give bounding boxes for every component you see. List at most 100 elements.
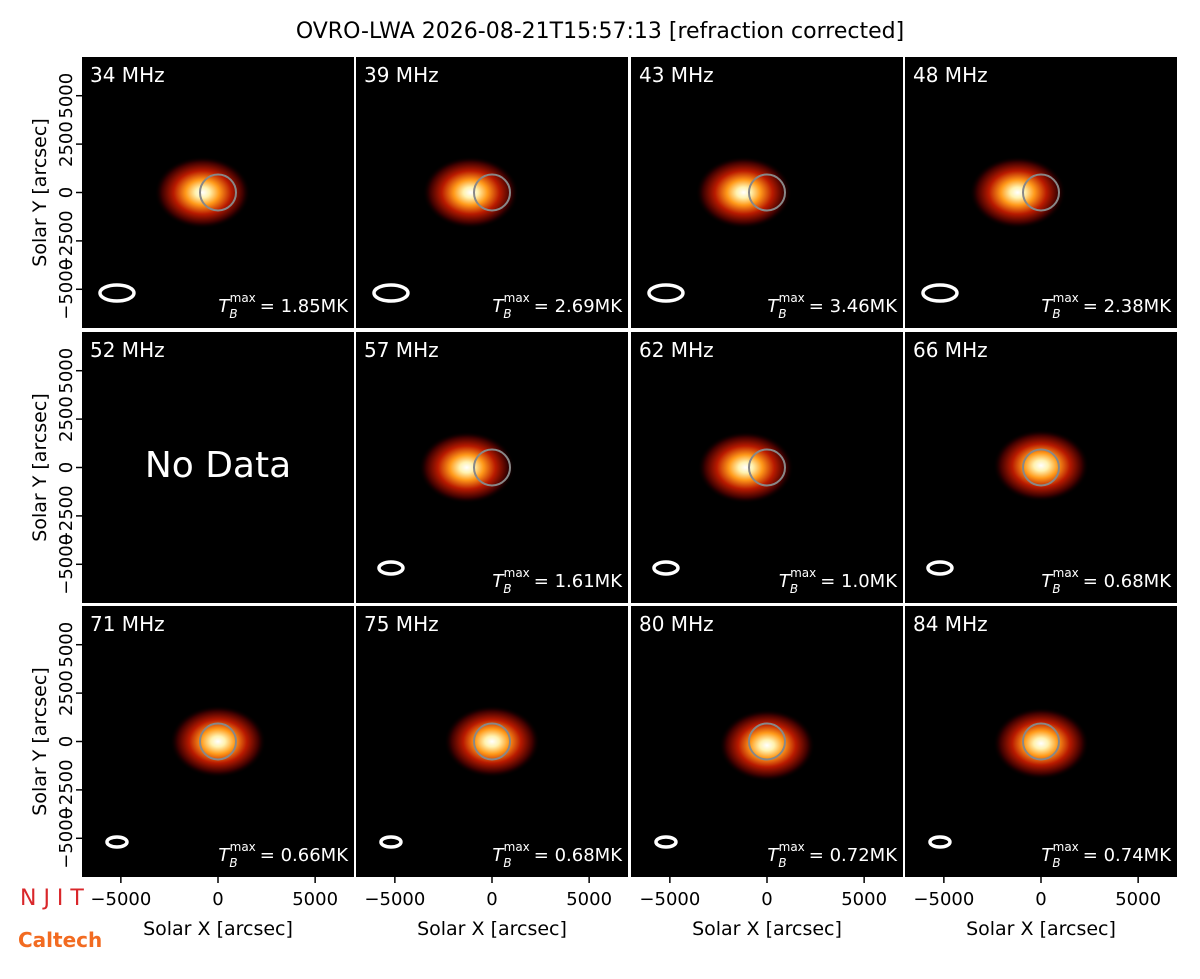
tb-sub: B xyxy=(778,856,786,870)
panel-content: TBmax = 3.46MK xyxy=(647,156,898,321)
y-tick-label: 5000 xyxy=(56,348,77,394)
frequency-label: 57 MHz xyxy=(364,338,439,362)
x-tick-label: −5000 xyxy=(90,889,151,910)
logo: Caltech xyxy=(18,928,102,952)
tb-symbol: T xyxy=(1041,845,1054,866)
y-tick-label: 0 xyxy=(56,736,77,747)
tb-sub: B xyxy=(1052,307,1060,321)
emission-peak xyxy=(993,429,1089,502)
tb-symbol: T xyxy=(218,845,231,866)
panel-content: TBmax = 1.61MK xyxy=(377,431,623,596)
solar-limb xyxy=(1022,448,1060,487)
tb-max: TBmax = 0.68MK xyxy=(492,840,623,870)
beam xyxy=(647,283,685,303)
no-data: No Data xyxy=(145,445,291,486)
tb-value: = 0.74MK xyxy=(1083,845,1172,866)
y-tick-label: −2500 xyxy=(56,759,77,820)
tb-value: = 2.38MK xyxy=(1083,296,1172,317)
tb-sup: max xyxy=(504,840,530,854)
tb-value: = 2.69MK xyxy=(534,296,623,317)
beam xyxy=(379,835,403,849)
tb-sup: max xyxy=(779,840,805,854)
panel-content: TBmax = 0.68MK xyxy=(379,705,623,870)
emission-peak xyxy=(418,431,515,504)
tb-sup: max xyxy=(779,291,805,305)
tb-max: TBmax = 1.61MK xyxy=(492,566,623,596)
x-tick-label: −5000 xyxy=(913,889,974,910)
tb-sub: B xyxy=(1052,582,1060,596)
tb-max: TBmax = 2.69MK xyxy=(492,291,623,321)
tb-symbol: T xyxy=(492,571,505,592)
frequency-label: 84 MHz xyxy=(913,612,988,636)
tb-sub: B xyxy=(229,307,237,321)
tb-sup: max xyxy=(504,566,530,580)
x-axis-label: Solar X [arcsec] xyxy=(692,918,842,940)
x-tick-label: 0 xyxy=(486,889,497,910)
frequency-label: 48 MHz xyxy=(913,63,988,87)
frequency-label: 71 MHz xyxy=(90,612,165,636)
tb-sup: max xyxy=(790,566,816,580)
frequency-label: 66 MHz xyxy=(913,338,988,362)
tb-symbol: T xyxy=(492,296,505,317)
tb-max: TBmax = 1.0MK xyxy=(779,566,898,596)
frequency-label: 75 MHz xyxy=(364,612,439,636)
tb-max: TBmax = 0.74MK xyxy=(1041,840,1172,870)
panel-content: TBmax = 1.85MK xyxy=(98,156,349,321)
x-tick-label: 0 xyxy=(1035,889,1046,910)
x-tick-label: 5000 xyxy=(841,889,887,910)
frequency-label: 52 MHz xyxy=(90,338,165,362)
frequency-label: 34 MHz xyxy=(90,63,165,87)
tb-sup: max xyxy=(230,840,256,854)
x-tick-label: 5000 xyxy=(292,889,338,910)
beam xyxy=(377,560,405,576)
y-tick-label: 2500 xyxy=(56,121,77,167)
tb-value: = 0.68MK xyxy=(1083,571,1172,592)
frequency-label: 39 MHz xyxy=(364,63,439,87)
emission-peak xyxy=(969,156,1066,229)
frequency-label: 62 MHz xyxy=(639,338,714,362)
y-axis-label: Solar Y [arcsec] xyxy=(29,667,51,815)
tb-value: = 1.0MK xyxy=(820,571,898,592)
x-tick-label: 0 xyxy=(212,889,223,910)
tb-sup: max xyxy=(230,291,256,305)
tb-max: TBmax = 0.72MK xyxy=(767,840,898,870)
emission-peak xyxy=(444,705,540,778)
solar-limb xyxy=(473,448,511,487)
panel-content: TBmax = 2.38MK xyxy=(921,156,1172,321)
tb-sup: max xyxy=(1053,840,1079,854)
tb-symbol: T xyxy=(779,571,792,592)
emission-peak xyxy=(422,156,519,229)
tb-symbol: T xyxy=(218,296,231,317)
y-axis-label: Solar Y [arcsec] xyxy=(29,393,51,541)
tb-sub: B xyxy=(229,856,237,870)
y-tick-label: −2500 xyxy=(56,485,77,546)
y-tick-label: 5000 xyxy=(56,622,77,668)
logo: N J I T xyxy=(20,886,84,911)
beam xyxy=(921,283,959,303)
tb-sup: max xyxy=(504,291,530,305)
solar-limb xyxy=(473,722,511,761)
panel-content: TBmax = 0.66MK xyxy=(105,705,349,870)
tb-sup: max xyxy=(1053,291,1079,305)
tb-value: = 3.46MK xyxy=(809,296,898,317)
beam xyxy=(98,283,136,303)
tb-sub: B xyxy=(503,582,511,596)
y-tick-label: 0 xyxy=(56,187,77,198)
beam xyxy=(926,560,954,576)
x-tick-label: 0 xyxy=(761,889,772,910)
tb-symbol: T xyxy=(1041,571,1054,592)
panel-content: TBmax = 1.0MK xyxy=(652,431,898,596)
y-tick-label: −2500 xyxy=(56,210,77,271)
tb-sub: B xyxy=(503,856,511,870)
x-axis-label: Solar X [arcsec] xyxy=(417,918,567,940)
tb-symbol: T xyxy=(492,845,505,866)
solar-limb xyxy=(199,173,237,212)
y-tick-label: 2500 xyxy=(56,670,77,716)
y-axis-label: Solar Y [arcsec] xyxy=(29,118,51,266)
emission-peak xyxy=(154,156,251,229)
tb-symbol: T xyxy=(767,296,780,317)
tb-value: = 0.72MK xyxy=(809,845,898,866)
solar-limb xyxy=(748,173,786,212)
y-tick-label: −5000 xyxy=(56,534,77,595)
